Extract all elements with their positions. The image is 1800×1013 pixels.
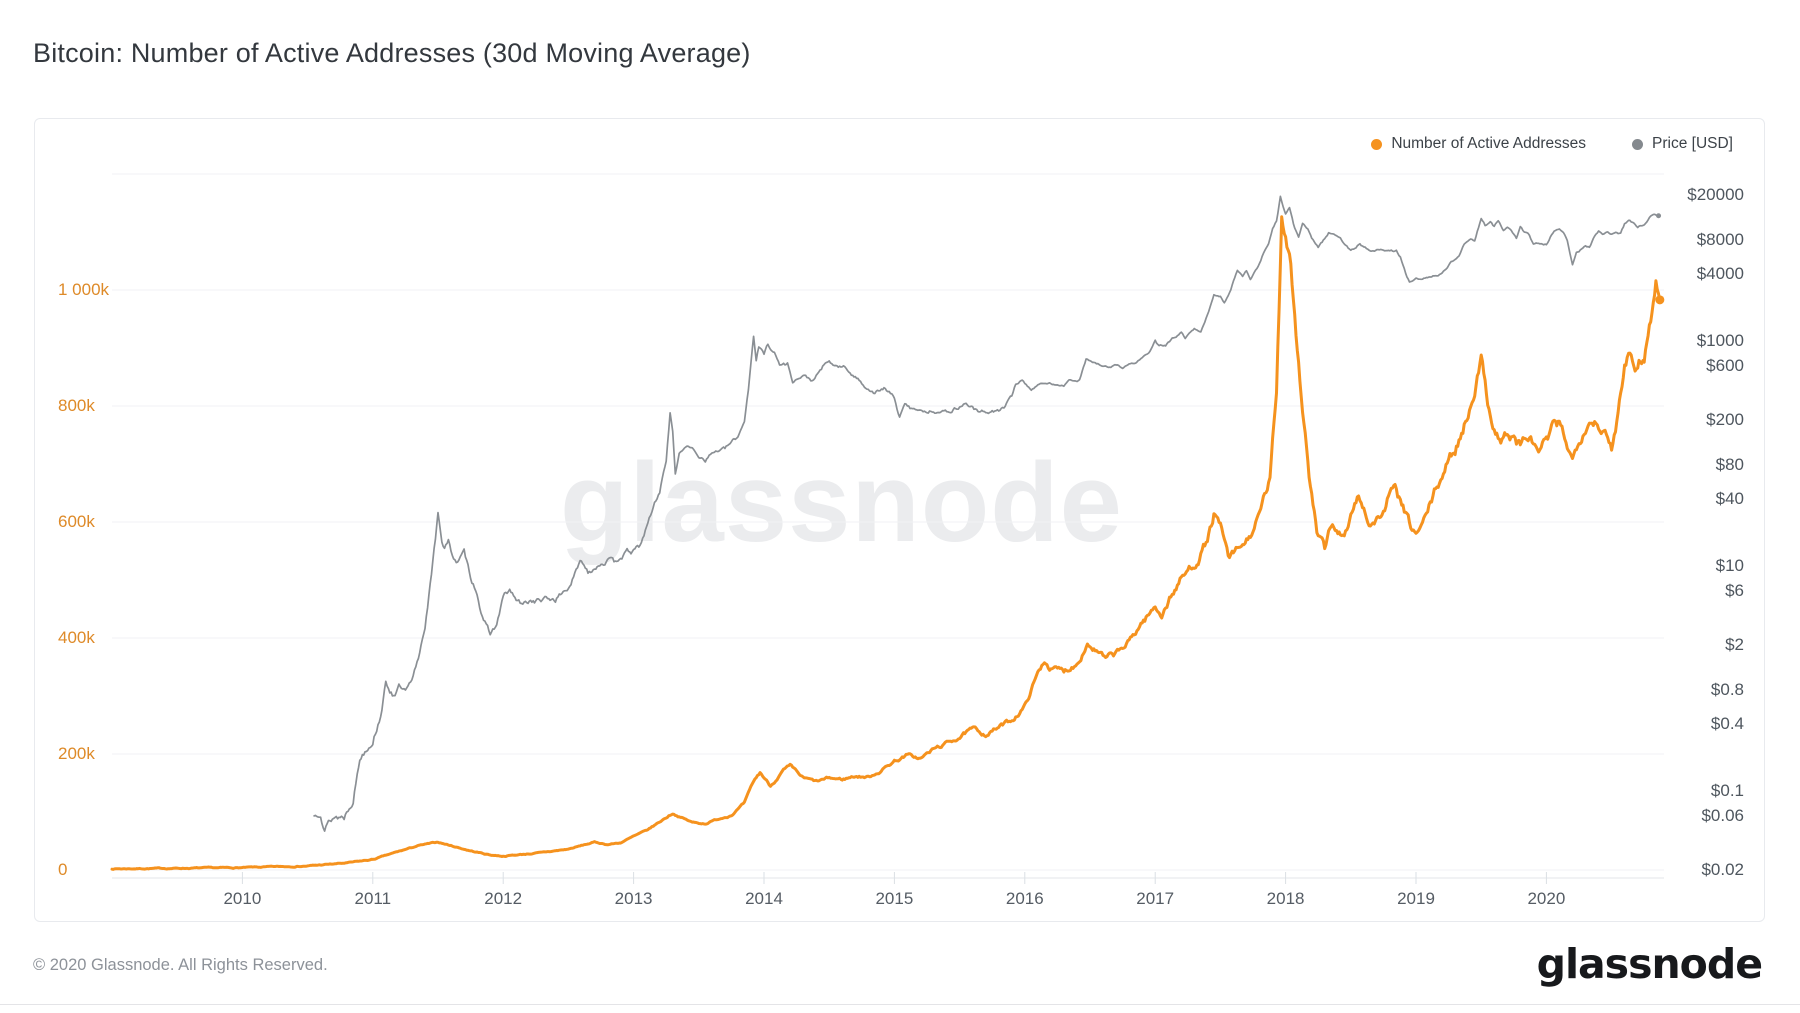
copyright-text: © 2020 Glassnode. All Rights Reserved. — [33, 956, 328, 974]
legend: Number of Active Addresses Price [USD] — [1371, 135, 1733, 153]
legend-dot-gray-icon — [1632, 138, 1644, 150]
legend-label-active-addresses: Number of Active Addresses — [1391, 135, 1587, 152]
series-line-active-addresses — [110, 215, 1662, 871]
series-line-price — [313, 195, 1660, 832]
legend-dot-orange-icon — [1371, 138, 1383, 150]
legend-item-active-addresses[interactable]: Number of Active Addresses — [1371, 135, 1586, 153]
glassnode-logo[interactable]: glassnode — [1536, 940, 1763, 988]
legend-label-price: Price [USD] — [1652, 135, 1733, 152]
bottom-divider — [0, 1004, 1800, 1005]
series-endpoint-dot — [1655, 295, 1665, 305]
chart-title: Bitcoin: Number of Active Addresses (30d… — [33, 38, 751, 68]
chart-card — [34, 118, 1765, 922]
series-endpoint-dot — [1656, 213, 1662, 219]
legend-item-price[interactable]: Price [USD] — [1632, 135, 1733, 153]
